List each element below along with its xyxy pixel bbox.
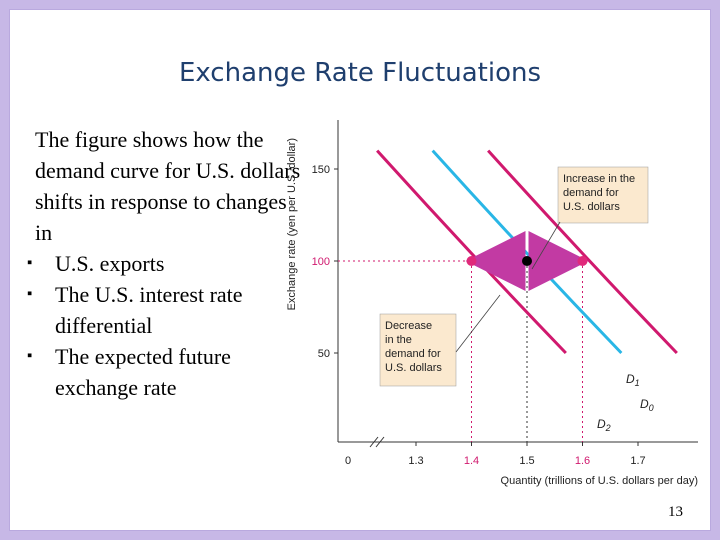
bullet-text: The U.S. interest rate differential [55, 282, 243, 338]
x-tick-label: 0 [345, 455, 351, 467]
axis-break-mark [369, 436, 379, 448]
equilibrium-point [522, 256, 532, 266]
decrease-leader-line [455, 294, 501, 353]
d2-label: D2 [597, 417, 611, 433]
decrease-annotation: Decrease in the demand for U.S. dollars [379, 294, 501, 387]
slide-inner-border [9, 9, 711, 531]
bullet-icon: ▪ [27, 286, 33, 302]
x-tick-label: 1.5 [519, 455, 534, 467]
bullet-icon: ▪ [27, 255, 33, 271]
x-axis-label: Quantity (trillions of U.S. dollars per … [501, 475, 698, 487]
bullet-list: ▪ U.S. exports ▪ The U.S. interest rate di… [27, 248, 305, 403]
bullet-text: U.S. exports [55, 251, 165, 276]
intro-text: The figure shows how the demand curve fo… [35, 127, 301, 245]
d0-label: D0 [640, 397, 654, 413]
bullet-icon: ▪ [27, 348, 33, 364]
equilibrium-point [466, 256, 477, 266]
increase-leader-line [531, 221, 561, 270]
slide-body: The figure shows how the demand curve fo… [27, 124, 305, 403]
bullet-item: ▪ The U.S. interest rate differential [27, 279, 305, 341]
x-tick-label: 1.6 [575, 455, 590, 467]
y-tick-label: 100 [312, 256, 330, 268]
decrease-box [379, 313, 457, 387]
decrease-label-line: Decrease in the demand for U.S. dollars [385, 320, 442, 374]
equilibrium-points [466, 256, 588, 266]
guide-lines [338, 260, 583, 442]
increase-label-line: Increase in the demand for U.S. dollars [563, 173, 635, 213]
bullet-text: The expected future exchange rate [55, 344, 231, 400]
x-tick-label: 1.7 [630, 455, 645, 467]
slide-title: Exchange Rate Fluctuations [178, 58, 542, 88]
y-tick-label: 50 [318, 348, 330, 360]
y-axis-label: Exchange rate (yen per U.S. dollar) [286, 138, 298, 311]
axis-break-mark [375, 436, 385, 448]
demand-chart: 50 100 150 0 1.3 1.4 1.5 1.6 1.7 Quantity (trilli… [312, 120, 698, 487]
page-number: 13 [668, 504, 683, 520]
y-tick-label: 150 [312, 164, 330, 176]
bullet-item: ▪ U.S. exports [27, 248, 305, 279]
bullet-item: ▪ The expected future exchange rate [27, 341, 305, 403]
d1-label: D1 [626, 372, 640, 388]
chart-axes: 50 100 150 0 1.3 1.4 1.5 1.6 1.7 Quantity (trilli… [312, 120, 698, 487]
equilibrium-point [577, 256, 588, 266]
x-tick-label: 1.4 [464, 455, 479, 467]
increase-box [557, 166, 649, 224]
increase-annotation: Increase in the demand for U.S. dollars [531, 166, 649, 270]
x-tick-label: 1.3 [408, 455, 423, 467]
demand-figure: Exchange rate (yen per U.S. dollar) 50 10… [286, 112, 700, 492]
demand-curve-d0 [431, 149, 623, 355]
